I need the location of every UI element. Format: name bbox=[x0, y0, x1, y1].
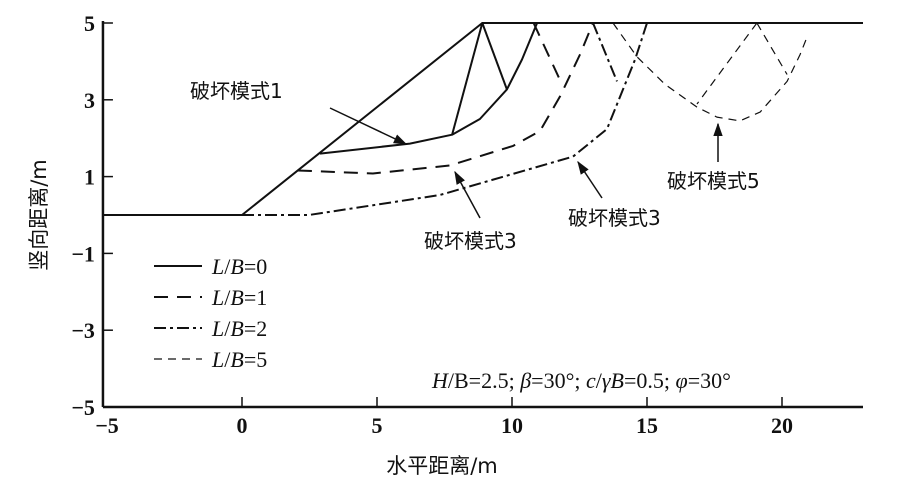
series-group bbox=[242, 22, 809, 216]
series-l-b-5 bbox=[612, 22, 809, 122]
slip-surface-line bbox=[696, 22, 758, 105]
slip-surface-line bbox=[592, 22, 618, 82]
legend-entry: L/B=1 bbox=[211, 285, 267, 310]
y-tick-label: −1 bbox=[71, 241, 95, 266]
slip-surface-line bbox=[319, 22, 539, 155]
y-tick-label: −3 bbox=[71, 318, 95, 343]
annotation-mode3-b: 破坏模式3 bbox=[568, 160, 661, 230]
x-axis-title: 水平距离/m bbox=[386, 454, 498, 478]
x-tick-label: 10 bbox=[501, 413, 523, 438]
slip-surface-line bbox=[451, 22, 484, 135]
x-tick-label: 15 bbox=[636, 413, 658, 438]
annotation-mode3-a: 破坏模式3 bbox=[424, 170, 517, 253]
y-tick-label: −5 bbox=[71, 395, 95, 420]
slope-profile bbox=[102, 22, 863, 216]
annotation-arrow bbox=[329, 107, 408, 145]
legend-entry: L/B=2 bbox=[211, 316, 267, 341]
y-tick-label: 3 bbox=[84, 88, 95, 113]
legend: L/B=0 L/B=1 L/B=2 L/B=5 bbox=[154, 254, 267, 372]
annotation-label: 破坏模式1 bbox=[190, 79, 283, 103]
annotation-label: 破坏模式3 bbox=[568, 206, 661, 230]
annotation-arrow bbox=[454, 170, 481, 219]
slip-surface-line bbox=[297, 22, 594, 175]
legend-entry: L/B=5 bbox=[211, 347, 267, 372]
legend-entry: L/B=0 bbox=[211, 254, 267, 279]
axes: −5 0 5 10 15 20 5 3 1 −1 −3 −5 bbox=[71, 11, 863, 438]
slip-surface-line bbox=[612, 22, 809, 122]
x-tick-label: 20 bbox=[771, 413, 793, 438]
series-l-b-2 bbox=[242, 22, 648, 216]
annotation-mode1: 破坏模式1 bbox=[190, 79, 408, 145]
x-tick-label: 5 bbox=[372, 413, 383, 438]
series-l-b-1 bbox=[297, 22, 594, 175]
y-tick-label: 1 bbox=[84, 165, 95, 190]
x-tick-label: 0 bbox=[237, 413, 248, 438]
slip-surface-line bbox=[481, 22, 508, 90]
annotation-arrow bbox=[577, 160, 603, 199]
slip-surface-line bbox=[532, 22, 563, 85]
series-l-b-0 bbox=[319, 22, 539, 155]
slip-surface-line bbox=[756, 22, 788, 75]
slip-surface-line bbox=[242, 22, 648, 216]
y-axis-title: 竖向距离/m bbox=[27, 159, 51, 271]
y-tick-label: 5 bbox=[84, 11, 95, 36]
annotation-label: 破坏模式5 bbox=[667, 169, 760, 193]
annotation-mode5: 破坏模式5 bbox=[667, 122, 760, 193]
annotation-label: 破坏模式3 bbox=[424, 229, 517, 253]
parameter-text: H/B=2.5; β=30°; c/γB=0.5; φ=30° bbox=[431, 368, 731, 393]
slope-surface-line bbox=[102, 22, 863, 216]
x-tick-label: −5 bbox=[95, 413, 119, 438]
